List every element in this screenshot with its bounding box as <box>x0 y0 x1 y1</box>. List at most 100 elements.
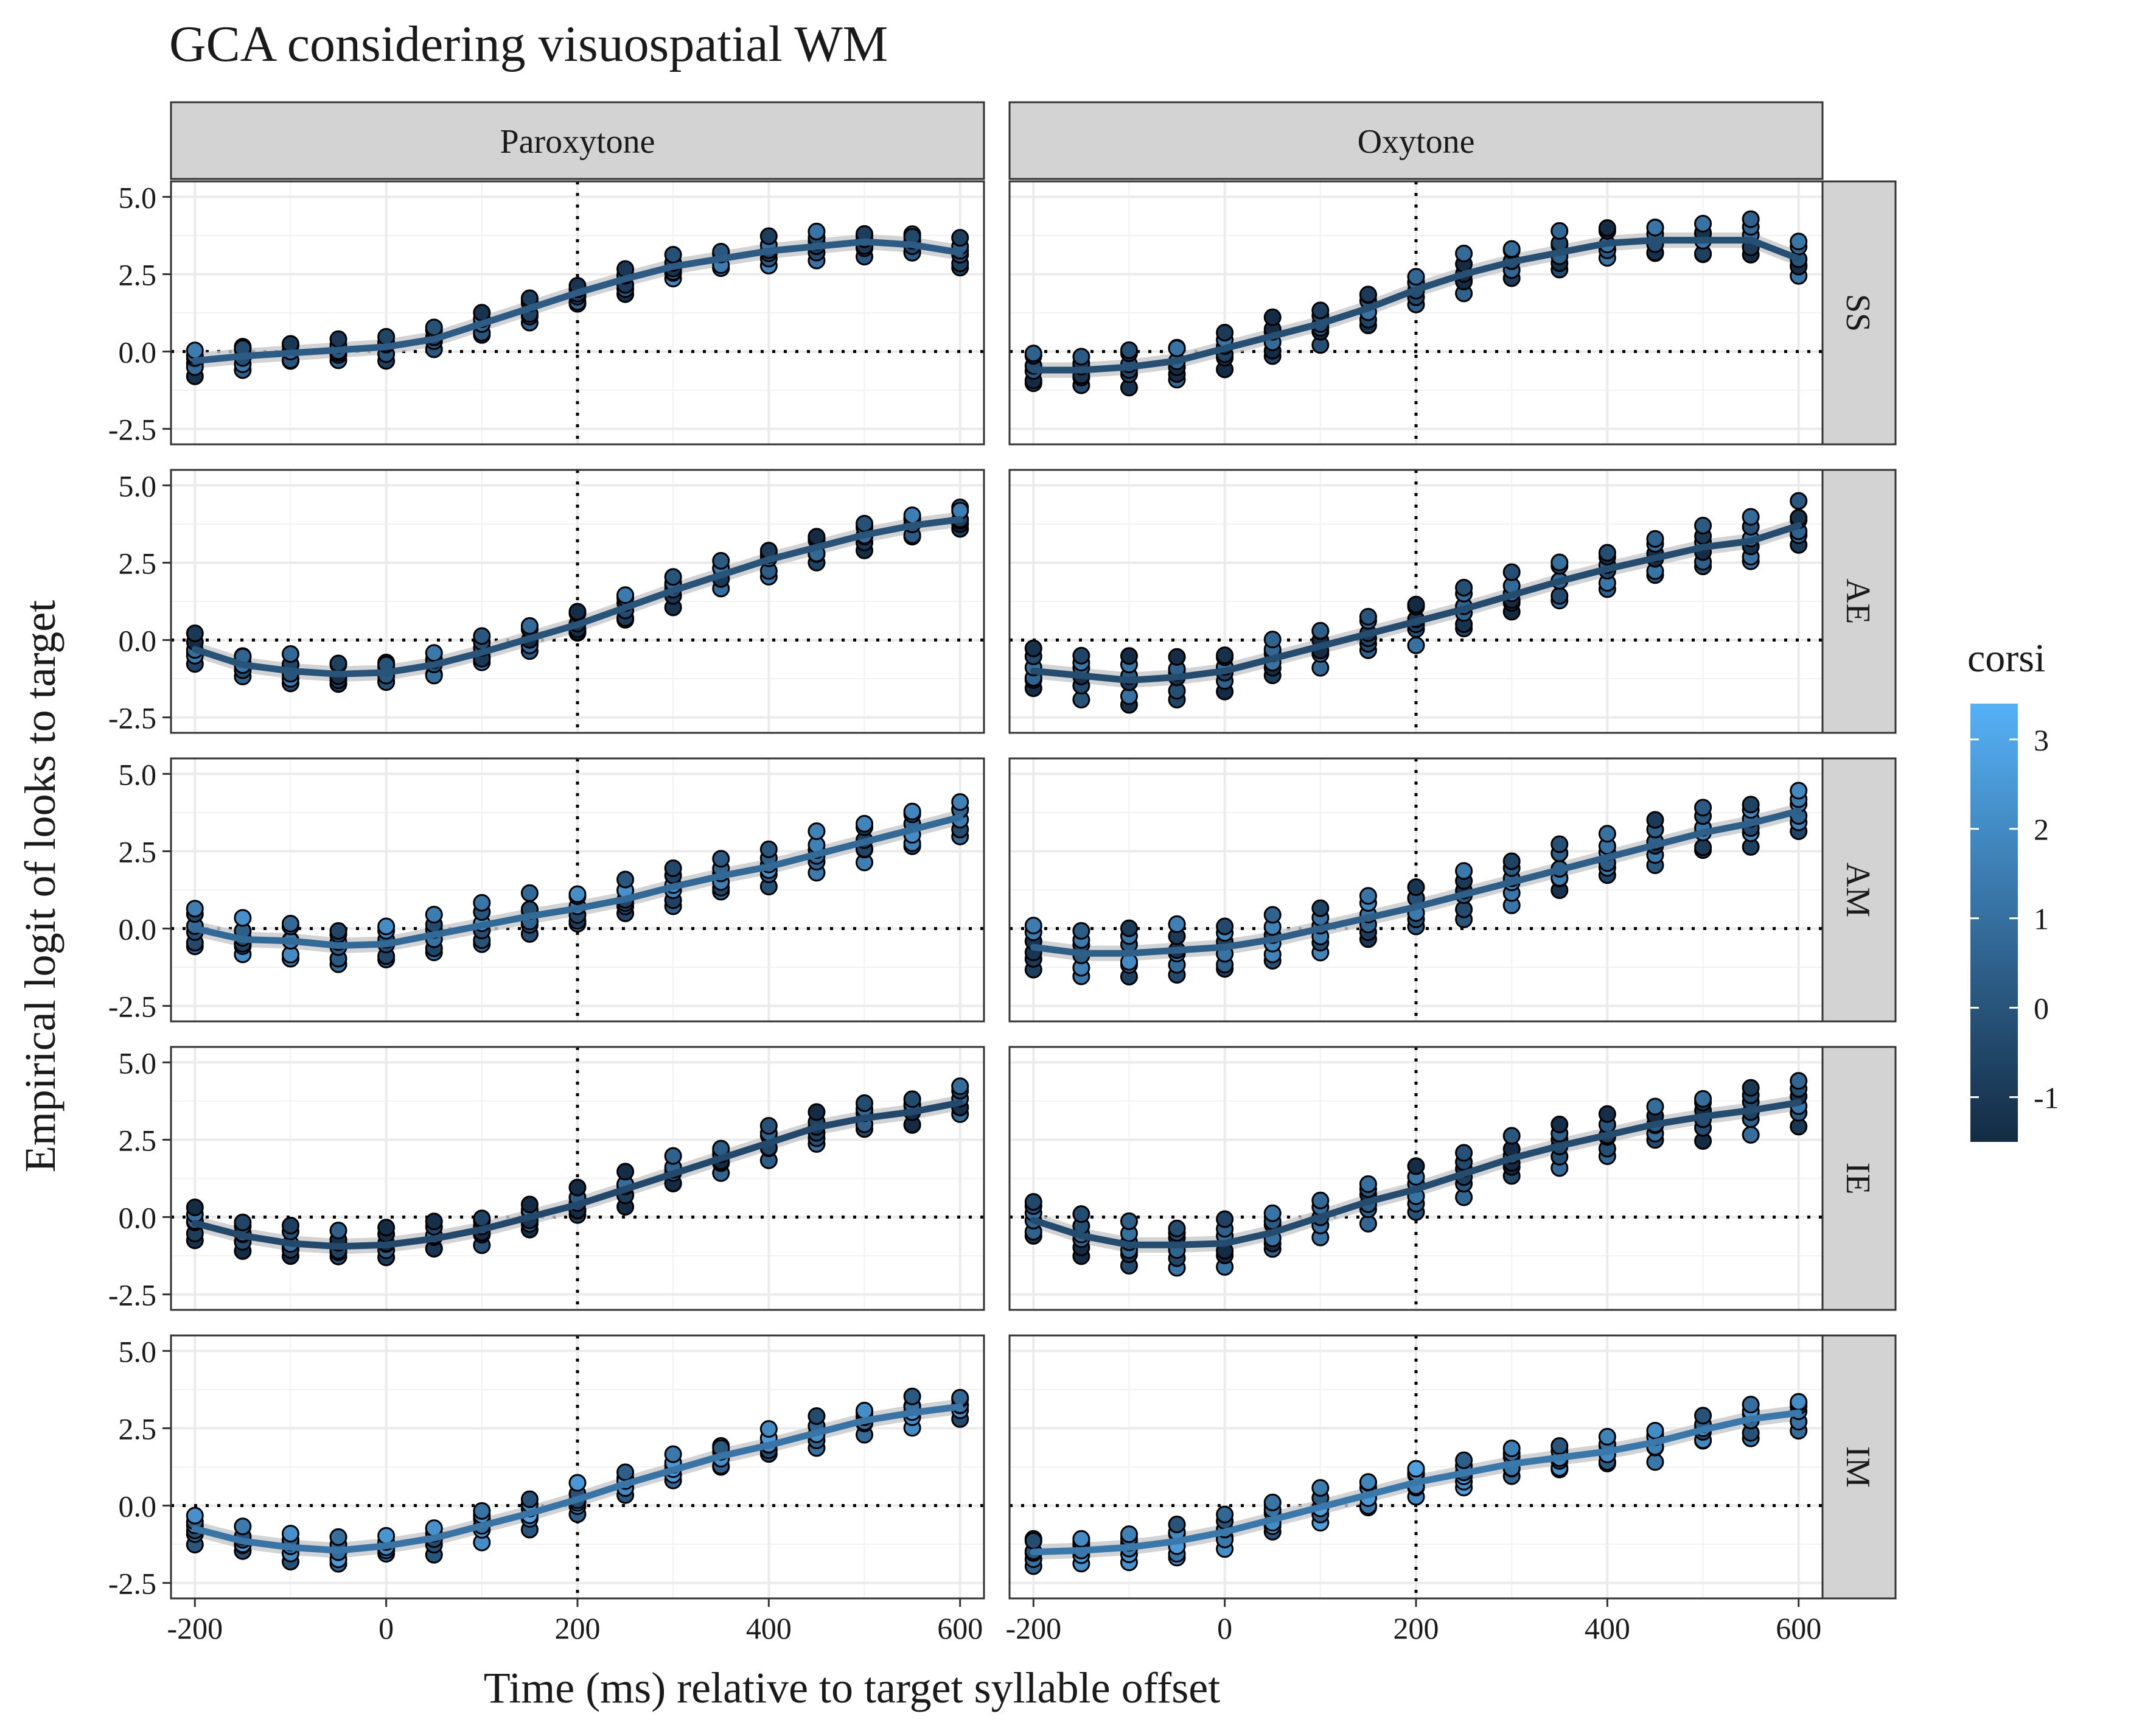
panel-border <box>170 757 985 1023</box>
data-point <box>1359 1175 1377 1193</box>
data-point <box>1263 308 1282 326</box>
fitted-line <box>1030 1099 1802 1248</box>
data-point <box>1263 906 1282 924</box>
data-point <box>1502 852 1521 870</box>
data-point <box>1359 1214 1377 1233</box>
data-point <box>1072 646 1090 665</box>
y-tick-label: 2.5 <box>119 835 157 869</box>
y-tick-label: -2.5 <box>108 413 156 447</box>
panels-layer: Paroxytone Oxytone SS -2.5 0.0 2.5 5.0 AE -2.5 0.… <box>108 101 1897 1645</box>
fitted-line <box>1030 807 1802 957</box>
data-point <box>1742 210 1760 228</box>
data-point <box>377 1219 396 1237</box>
data-point <box>1694 1407 1712 1425</box>
x-tick-label: 400 <box>1585 1611 1630 1645</box>
fitted-line <box>191 238 964 365</box>
data-point <box>808 1407 826 1426</box>
legend-tick-label: 1 <box>2034 902 2049 936</box>
panel-border <box>1008 1046 1824 1311</box>
data-point <box>1455 1144 1473 1162</box>
facet-strip-ae: AE <box>1821 469 1897 734</box>
data-point <box>1072 922 1090 940</box>
data-point <box>329 1528 347 1546</box>
data-point <box>951 793 969 811</box>
x-tick-label: 600 <box>937 1611 983 1645</box>
data-point <box>1168 648 1186 666</box>
legend-tick-label: 0 <box>2034 992 2049 1026</box>
data-point <box>329 654 347 673</box>
data-point <box>1407 1157 1425 1175</box>
data-point <box>281 914 299 932</box>
y-tick-label: 0.0 <box>119 912 157 946</box>
y-tick-label: -2.5 <box>108 701 156 735</box>
data-point <box>186 1506 204 1525</box>
facet-strip-bg <box>1821 757 1897 1023</box>
data-point <box>1694 1090 1712 1108</box>
data-point <box>664 859 682 878</box>
data-point <box>1359 887 1377 905</box>
data-point <box>1216 1505 1234 1524</box>
data-point <box>1790 1072 1808 1090</box>
data-point <box>1502 563 1521 581</box>
y-tick-label: 5.0 <box>119 469 157 503</box>
data-point <box>759 1420 778 1438</box>
data-point <box>186 900 204 918</box>
data-point <box>1598 825 1616 843</box>
facet-strip-label: IM <box>1839 1446 1877 1488</box>
legend-tick-label: -1 <box>2034 1081 2059 1115</box>
data-point <box>1216 917 1234 936</box>
panel-border <box>1008 469 1824 734</box>
facet-strip-label: AM <box>1839 862 1877 917</box>
panel-im-paroxytone: -2.5 0.0 2.5 5.0 -200 0 200 400 600 <box>108 1334 985 1645</box>
fitted-line <box>191 814 964 949</box>
facet-strip-am: AM <box>1821 757 1897 1023</box>
data-point <box>759 840 778 858</box>
data-point <box>1311 1479 1330 1497</box>
data-point <box>281 645 299 663</box>
data-point <box>808 222 826 240</box>
x-tick-label: 0 <box>1217 1611 1232 1645</box>
data-point <box>1024 917 1042 935</box>
data-point <box>616 586 635 604</box>
legend-title: corsi <box>1967 636 2045 681</box>
y-tick-label: 2.5 <box>119 1412 157 1446</box>
data-point <box>1263 1204 1282 1222</box>
data-point <box>1646 1453 1664 1471</box>
y-axis-title: Empirical logit of looks to target <box>16 600 65 1173</box>
data-point <box>1551 553 1569 572</box>
facet-strip-ss: SS <box>1821 180 1897 446</box>
data-point <box>856 1402 874 1420</box>
data-point <box>664 1445 682 1463</box>
data-point <box>903 1090 921 1108</box>
chart-title: GCA considering visuospatial WM <box>169 16 888 72</box>
data-point <box>1263 1493 1282 1511</box>
data-point <box>1502 240 1521 258</box>
fitted-line <box>1030 1409 1802 1556</box>
confidence-ribbon <box>1033 517 1799 688</box>
data-point <box>1024 639 1042 657</box>
data-point <box>473 627 491 645</box>
data-point <box>1359 607 1377 626</box>
data-point <box>1742 796 1760 814</box>
facet-strip-label: SS <box>1839 294 1877 332</box>
data-point <box>1742 508 1760 526</box>
y-tick-label: -2.5 <box>108 1278 156 1312</box>
data-point <box>425 644 443 662</box>
facet-strip-label: AE <box>1839 579 1877 625</box>
panel-ae-paroxytone: -2.5 0.0 2.5 5.0 <box>108 469 985 735</box>
data-point <box>1455 862 1473 880</box>
data-point <box>1407 1460 1425 1478</box>
data-point <box>808 1103 826 1121</box>
data-point <box>1359 1473 1377 1491</box>
panel-border <box>170 1046 985 1311</box>
x-axis-title: Time (ms) relative to target syllable of… <box>484 1664 1220 1712</box>
data-point <box>1120 647 1138 665</box>
facet-strip-bg <box>1008 101 1824 180</box>
facet-strip-bg <box>1821 1334 1897 1600</box>
data-point <box>1598 219 1616 237</box>
data-point <box>1742 1396 1760 1414</box>
data-point <box>1790 492 1808 510</box>
data-point <box>234 1213 252 1231</box>
data-point <box>1168 1219 1186 1237</box>
